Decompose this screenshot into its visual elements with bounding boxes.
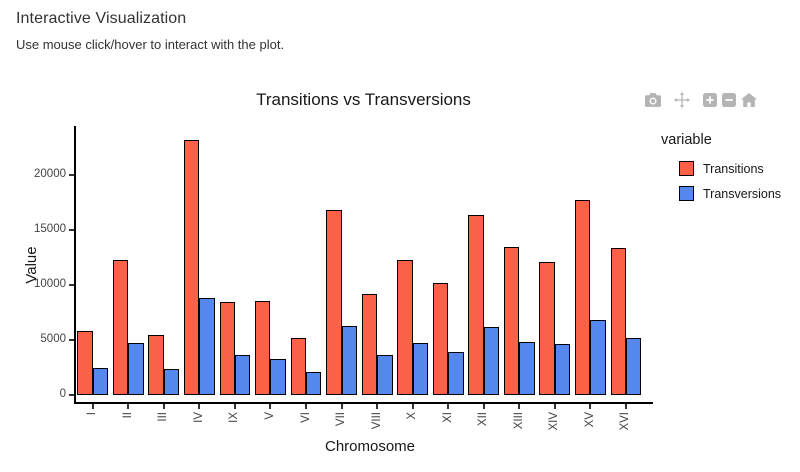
bar-transitions-xi[interactable]	[432, 283, 449, 395]
y-tick-label: 15000	[34, 223, 66, 235]
x-tick-label: XVI	[619, 412, 632, 431]
legend: variable Transitions Transversions	[661, 132, 799, 206]
x-tick-mark	[411, 404, 414, 409]
home-icon[interactable]	[741, 92, 757, 108]
legend-label: Transitions	[703, 161, 764, 176]
y-tick-label: 5000	[40, 333, 66, 345]
page-header: Interactive Visualization Use mouse clic…	[16, 10, 284, 52]
x-tick-mark	[269, 404, 272, 409]
x-tick-label: IX	[228, 412, 241, 423]
legend-item-transversions[interactable]: Transversions	[661, 181, 799, 206]
pan-icon[interactable]	[674, 92, 690, 108]
x-tick-label: III	[157, 412, 170, 422]
x-tick-label: I	[86, 412, 99, 416]
bar-transitions-viii[interactable]	[361, 294, 378, 395]
x-tick-mark	[340, 404, 343, 409]
bar-transversions-xiv[interactable]	[554, 343, 571, 395]
bar-transversions-xii[interactable]	[483, 326, 500, 395]
x-axis-title: Chromosome	[324, 438, 416, 455]
bar-transversions-ii[interactable]	[128, 343, 144, 395]
bar-transitions-xv[interactable]	[575, 200, 591, 395]
bar-transitions-iv[interactable]	[183, 139, 200, 395]
x-tick-mark	[624, 404, 627, 409]
legend-label: Transversions	[703, 186, 782, 201]
x-tick-label: XII	[477, 412, 490, 427]
bar-transversions-ix[interactable]	[234, 355, 251, 395]
y-tick-mark	[69, 174, 74, 176]
y-tick-mark	[69, 394, 74, 396]
legend-item-transitions[interactable]: Transitions	[661, 156, 799, 181]
x-tick-mark	[305, 404, 308, 409]
x-tick-label: XIII	[512, 412, 525, 430]
legend-title: variable	[661, 132, 712, 148]
legend-swatch-transversions	[679, 186, 694, 201]
bar-transversions-vii[interactable]	[341, 326, 357, 395]
bar-transitions-xiii[interactable]	[503, 247, 520, 395]
x-tick-mark	[198, 404, 201, 409]
x-tick-mark	[553, 404, 556, 409]
x-tick-label: II	[121, 412, 134, 419]
plot-panel[interactable]	[74, 126, 653, 404]
bar-transitions-i[interactable]	[77, 331, 93, 395]
bar-transversions-i[interactable]	[92, 368, 109, 395]
plot-container: Transitions vs Transversions Value Chrom…	[0, 72, 800, 472]
y-tick-mark	[69, 284, 74, 286]
bar-transitions-vii[interactable]	[326, 210, 342, 395]
bar-transitions-ix[interactable]	[219, 302, 235, 395]
bar-transversions-xvi[interactable]	[625, 337, 642, 395]
y-tick-mark	[69, 229, 74, 231]
bar-transitions-v[interactable]	[255, 300, 271, 395]
x-tick-mark	[589, 404, 592, 409]
bar-transitions-x[interactable]	[397, 260, 413, 395]
x-tick-label: XV	[583, 412, 596, 428]
x-tick-mark	[91, 404, 94, 409]
legend-swatch-transitions	[679, 161, 694, 176]
bar-transversions-vi[interactable]	[306, 371, 322, 395]
bar-transversions-v[interactable]	[270, 359, 286, 395]
x-tick-mark	[482, 404, 485, 409]
page-title: Interactive Visualization	[16, 10, 187, 27]
bar-transversions-iv[interactable]	[199, 298, 215, 395]
x-tick-mark	[376, 404, 379, 409]
x-tick-mark	[447, 404, 450, 409]
x-tick-label: VIII	[370, 412, 383, 430]
x-tick-mark	[162, 404, 165, 409]
x-tick-label: XI	[441, 412, 454, 423]
y-tick-label: 0	[59, 388, 66, 400]
x-tick-mark	[127, 404, 130, 409]
x-tick-mark	[518, 404, 521, 409]
x-tick-mark	[233, 404, 236, 409]
bar-transitions-xvi[interactable]	[610, 247, 626, 395]
x-tick-label: VII	[335, 412, 348, 427]
plot-toolbar	[645, 92, 757, 108]
x-tick-label: V	[263, 412, 276, 420]
bar-transversions-xiii[interactable]	[519, 341, 535, 395]
y-tick-mark	[69, 339, 74, 341]
camera-icon[interactable]	[645, 92, 661, 108]
zoom-out-icon[interactable]	[722, 92, 736, 108]
bar-transversions-x[interactable]	[412, 343, 429, 395]
legend-items: Transitions Transversions	[661, 156, 799, 206]
bar-transitions-xii[interactable]	[468, 214, 484, 395]
x-tick-label: VI	[299, 412, 312, 423]
bar-transitions-vi[interactable]	[290, 337, 306, 395]
bar-transitions-iii[interactable]	[148, 335, 164, 395]
zoom-in-icon[interactable]	[703, 92, 717, 108]
bar-transversions-xv[interactable]	[590, 320, 606, 395]
bar-transversions-iii[interactable]	[163, 369, 180, 395]
bar-transversions-viii[interactable]	[377, 355, 393, 395]
bar-transversions-xi[interactable]	[448, 352, 464, 395]
x-tick-label: IV	[192, 412, 205, 423]
x-tick-label: X	[406, 412, 419, 420]
chart-title: Transitions vs Transversions	[256, 90, 471, 109]
y-tick-label: 20000	[34, 168, 66, 180]
x-tick-label: XIV	[548, 412, 561, 431]
page-subtitle: Use mouse click/hover to interact with t…	[16, 37, 285, 52]
bar-transitions-ii[interactable]	[112, 260, 129, 395]
y-tick-label: 10000	[34, 278, 66, 290]
bar-transitions-xiv[interactable]	[539, 261, 555, 395]
